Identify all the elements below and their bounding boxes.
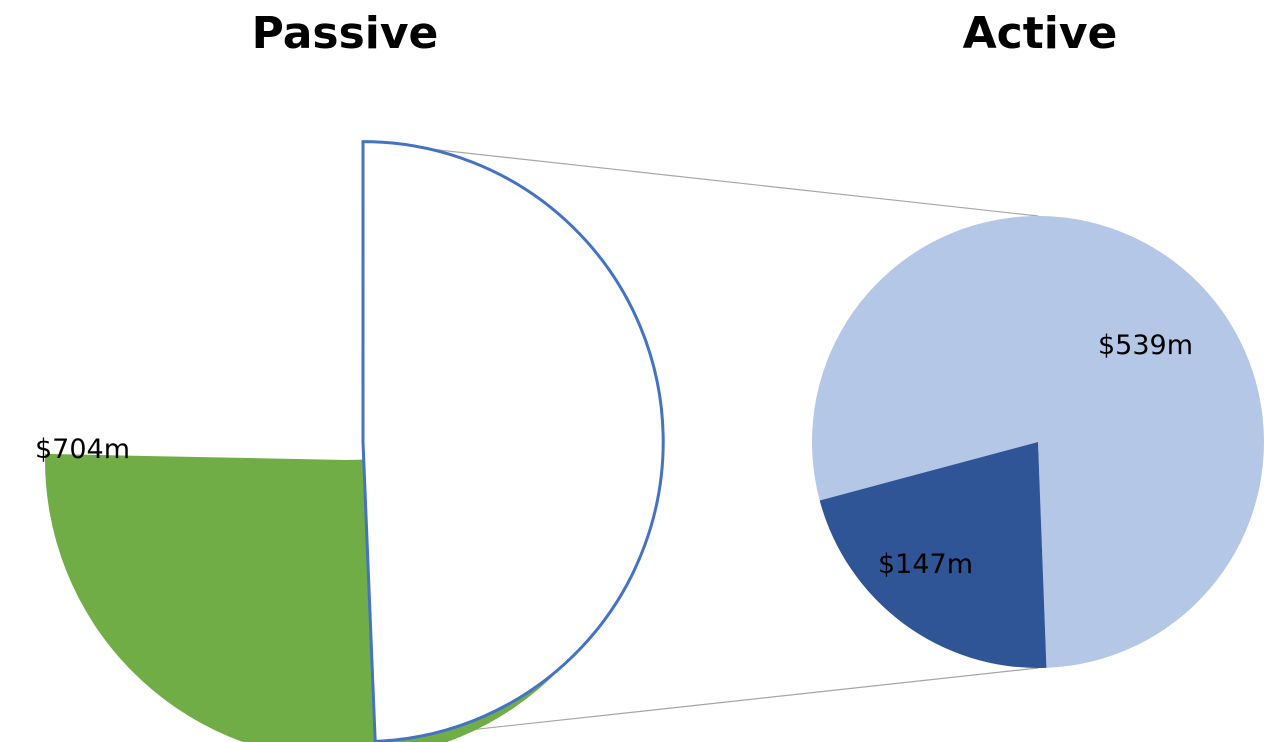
pie-slice <box>361 140 665 742</box>
secondary-slice-label: $147m <box>878 549 973 580</box>
primary-pie-title: Passive <box>252 8 439 59</box>
secondary-pie-title: Active <box>963 8 1118 59</box>
primary-slice-label: $704m <box>35 434 130 465</box>
pie-slice <box>811 215 1264 668</box>
pie-slice <box>819 442 1047 668</box>
secondary-pie <box>811 215 1264 668</box>
primary-pie <box>45 140 665 742</box>
secondary-slice-label: $539m <box>1098 330 1193 361</box>
connector-line <box>362 141 1039 217</box>
